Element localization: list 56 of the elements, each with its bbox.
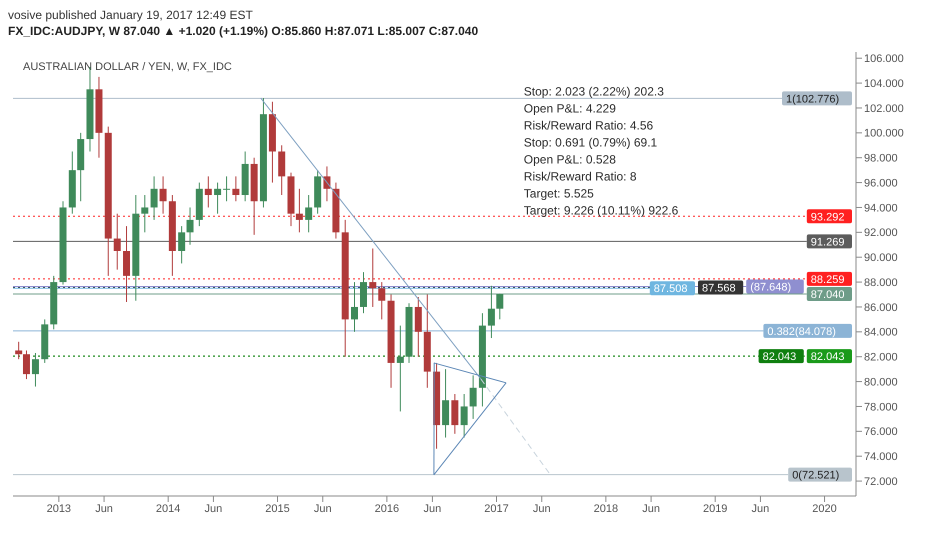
x-tick-label: Jun	[314, 502, 332, 515]
y-tick-label: 72.000	[864, 476, 898, 488]
x-tick-label: Jun	[752, 502, 770, 515]
ref-line-label: 82.043	[762, 351, 796, 364]
y-tick-label: 98.000	[864, 152, 898, 165]
ref-line-label: 91.269	[810, 236, 844, 248]
ref-line-label: 88.259	[810, 274, 844, 286]
text: AUSTRALIAN DOLLAR / YEN, W, FX_IDC	[23, 61, 232, 73]
annotation: Risk/Reward Ratio: 8	[524, 170, 637, 184]
ref-line-label: 0.382(84.078)	[767, 326, 836, 338]
x-tick-label: 2016	[374, 502, 400, 515]
y-tick-label: 94.000	[864, 202, 898, 214]
y-tick-label: 86.000	[864, 302, 898, 314]
x-tick-label: 2015	[265, 502, 290, 515]
y-tick-label: 78.000	[864, 401, 898, 414]
ref-line-label: 93.292	[810, 211, 844, 224]
ref-line-label: 1(102.776)	[786, 93, 840, 106]
y-tick-label: 74.000	[864, 451, 898, 464]
x-tick-label: 2017	[484, 502, 509, 515]
annotation: Stop: 0.691 (0.79%) 69.1	[524, 136, 658, 150]
ref-line-label: 87.508	[654, 283, 688, 296]
annotation: Target: 5.525	[524, 186, 594, 200]
y-tick-label: 102.000	[864, 102, 904, 115]
x-tick-label: Jun	[95, 502, 113, 515]
y-tick-label: 104.000	[864, 78, 904, 90]
x-tick-label: 2020	[812, 502, 837, 515]
chart-title: FX_IDC:AUDJPY, W 87.040 ▲ +1.020 (+1.19%) O:85.860 H:87.071 L:85.007 C:87.040	[8, 24, 480, 40]
y-tick-label: 82.000	[864, 352, 898, 364]
annotation: Open P&L: 4.229	[524, 102, 616, 116]
x-tick-label: Jun	[532, 502, 551, 515]
y-tick-label: 80.000	[864, 376, 898, 388]
y-tick-label: 88.000	[864, 276, 898, 289]
x-tick-label: 2018	[594, 502, 618, 515]
annotation: Risk/Reward Ratio: 4.56	[524, 118, 654, 132]
annotation: Target: 9.226 (10.11%) 922.6	[524, 204, 679, 218]
x-tick-label: Jun	[204, 502, 222, 515]
x-tick-label: Jun	[642, 502, 660, 515]
y-tick-label: 100.000	[864, 128, 904, 140]
x-tick-label: 2019	[702, 502, 728, 515]
ref-line-label: 87.568	[702, 282, 736, 294]
y-tick-label: 106.000	[864, 53, 904, 66]
x-tick-label: 2014	[156, 502, 180, 515]
annotation: Open P&L: 0.528	[524, 152, 616, 166]
y-tick-label: 90.000	[864, 252, 898, 264]
annotation: Stop: 2.023 (2.22%) 202.3	[524, 84, 664, 98]
y-tick-label: 92.000	[864, 227, 898, 240]
y-tick-label: 96.000	[864, 177, 898, 190]
ref-line-label: (87.648)	[750, 281, 792, 294]
ref-line-label: 87.040	[810, 289, 844, 302]
text: vosive published January 19, 2017 12:49 EST	[8, 8, 254, 24]
y-tick-label: 76.000	[864, 426, 898, 438]
ref-line-label: 82.043	[810, 351, 844, 364]
x-tick-label: 2013	[46, 502, 72, 515]
y-tick-label: 84.000	[864, 326, 898, 339]
x-tick-label: Jun	[424, 502, 442, 515]
ref-line-label: 0(72.521)	[792, 470, 840, 482]
